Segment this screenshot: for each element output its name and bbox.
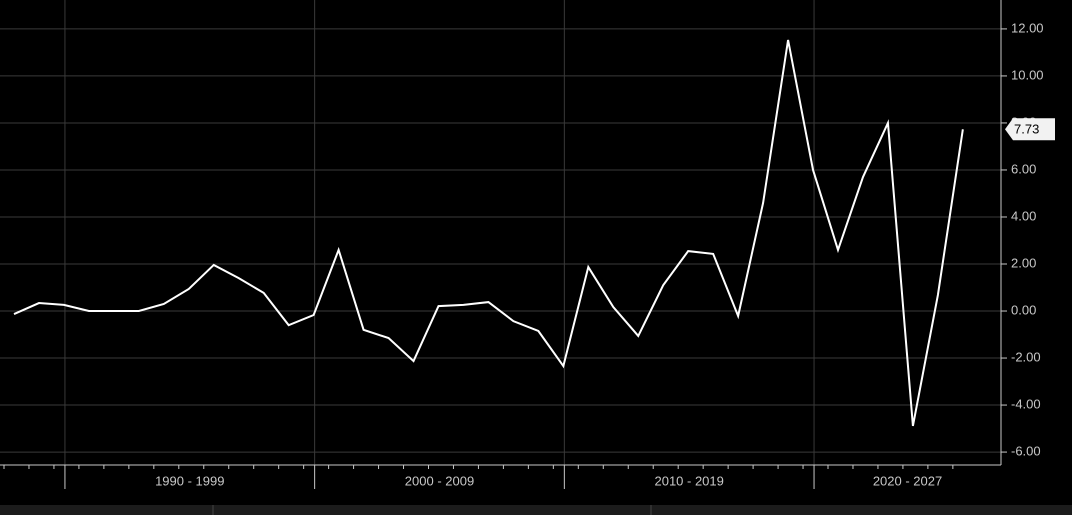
- x-group-label: 2000 - 2009: [405, 473, 474, 488]
- last-value-tag: [1005, 118, 1055, 141]
- y-tick-label: 6.00: [1011, 161, 1036, 176]
- x-group-label: 2020 - 2027: [873, 473, 942, 488]
- bottom-strip: [0, 505, 1072, 515]
- line-series: [13, 39, 964, 427]
- y-tick-label: 2.00: [1011, 255, 1036, 270]
- y-tick-label: 10.00: [1011, 67, 1044, 82]
- y-tick-label: 0.00: [1011, 302, 1036, 317]
- y-tick-label: 4.00: [1011, 208, 1036, 223]
- y-tick-label: -4.00: [1011, 396, 1041, 411]
- last-value-label: 7.73: [1014, 122, 1039, 137]
- x-group-label: 2010 - 2019: [654, 473, 723, 488]
- y-tick-label: -2.00: [1011, 349, 1041, 364]
- y-tick-label: -6.00: [1011, 444, 1041, 459]
- y-tick-label: 12.00: [1011, 20, 1044, 35]
- x-group-label: 1990 - 1999: [155, 473, 224, 488]
